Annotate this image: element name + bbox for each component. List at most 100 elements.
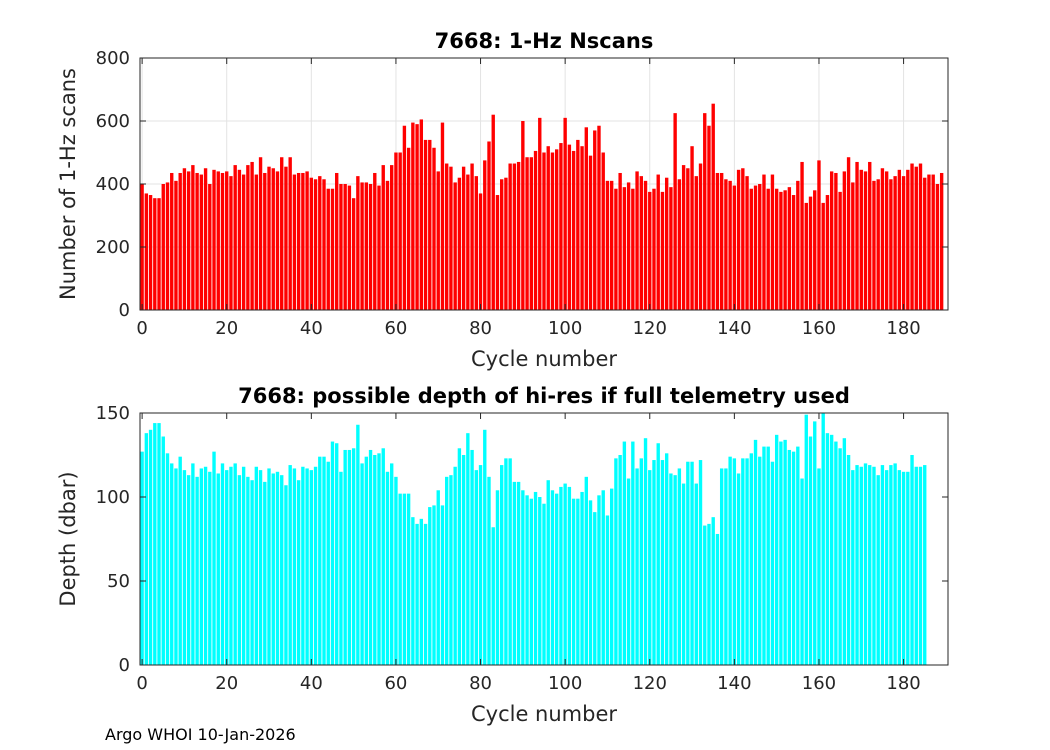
bar (533, 491, 538, 665)
bar (288, 465, 292, 665)
y-tick-label: 100 (96, 487, 130, 508)
bar (736, 473, 741, 665)
bar (880, 465, 885, 665)
bar (318, 456, 322, 665)
bar (390, 463, 394, 665)
bar (851, 182, 855, 310)
bar (567, 144, 572, 311)
bar (550, 152, 555, 310)
bar (411, 517, 415, 665)
y-tick-label: 200 (96, 237, 130, 258)
bar (770, 174, 775, 310)
bar (745, 458, 749, 665)
bar (821, 202, 825, 310)
bar (148, 195, 153, 310)
bar (144, 193, 149, 310)
bar (829, 171, 834, 310)
bar (855, 465, 859, 665)
bar (533, 150, 538, 310)
bar (762, 446, 766, 665)
bar (220, 172, 225, 310)
bar (766, 446, 770, 665)
bar (326, 461, 330, 665)
bar (639, 176, 643, 311)
bar (258, 157, 263, 310)
bar (436, 490, 440, 665)
bar (813, 190, 817, 310)
bar (555, 149, 559, 310)
bar (216, 171, 220, 310)
bar (648, 470, 652, 665)
bar (686, 461, 690, 665)
bar (233, 165, 237, 310)
bar (229, 176, 233, 311)
x-tick-label: 60 (384, 673, 407, 694)
bar (267, 166, 271, 310)
bar (868, 465, 872, 665)
bar (906, 471, 910, 665)
bar (178, 456, 182, 665)
x-tick-label: 80 (469, 318, 492, 339)
bar (529, 498, 533, 665)
nscans-panel: 0 20 40 60 80 100 120 140 160 180 0 200 400 600 800 76… (56, 29, 949, 371)
x-tick-label: 20 (215, 318, 238, 339)
bar (288, 157, 292, 310)
bar (576, 498, 580, 665)
bar (715, 533, 720, 665)
bar (846, 157, 851, 310)
bar (411, 122, 415, 310)
bar (609, 488, 614, 665)
bar (208, 184, 212, 310)
bar (377, 453, 381, 665)
bar (656, 174, 660, 310)
bar (648, 191, 652, 311)
bar (500, 465, 504, 665)
bar (373, 455, 377, 665)
bar (758, 184, 762, 310)
chart-title: 7668: possible depth of hi-res if full t… (238, 384, 850, 408)
bar (148, 429, 153, 665)
bar (821, 413, 825, 665)
bar (876, 475, 880, 665)
bar (576, 139, 580, 310)
bar (719, 468, 724, 665)
bar (559, 486, 563, 665)
bar (525, 157, 529, 310)
bar (305, 171, 309, 310)
bar (829, 434, 834, 665)
bar (588, 500, 593, 665)
bar (580, 491, 584, 665)
bar (787, 449, 792, 665)
bar (838, 448, 842, 665)
bar (504, 177, 508, 310)
bar (872, 180, 876, 310)
bar (495, 490, 500, 665)
bar (897, 470, 902, 665)
bar (593, 130, 597, 310)
bar (301, 466, 305, 665)
bar (559, 143, 563, 310)
bar (542, 503, 546, 665)
bar (614, 188, 618, 310)
bar (445, 163, 449, 310)
bar (508, 458, 512, 665)
x-axis-label: Cycle number (471, 347, 617, 371)
bar (174, 468, 178, 665)
bar (571, 150, 576, 310)
bar (220, 463, 225, 665)
bar (758, 456, 762, 665)
bar (813, 421, 817, 665)
bar (470, 449, 474, 665)
bar (191, 165, 195, 310)
bar (153, 198, 157, 310)
bar (165, 182, 170, 310)
x-tick-label: 160 (802, 318, 836, 339)
bar (931, 174, 935, 310)
x-tick-label: 120 (633, 318, 667, 339)
bar (241, 174, 246, 310)
bar (419, 518, 424, 665)
bar (584, 476, 588, 665)
bar (690, 461, 694, 665)
bar (605, 515, 610, 665)
bar (707, 125, 711, 310)
